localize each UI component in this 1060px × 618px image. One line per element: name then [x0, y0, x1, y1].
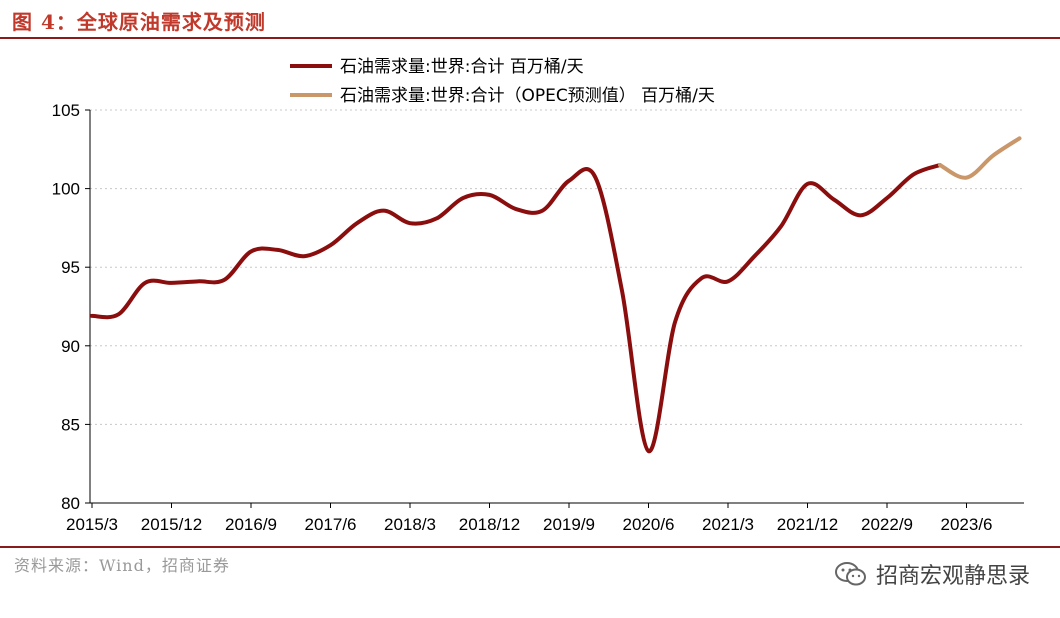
x-tick-label: 2017/6	[305, 515, 357, 534]
x-tick-label: 2020/6	[623, 515, 675, 534]
series-line-forecast	[938, 136, 1022, 180]
figure-title: 图 4：全球原油需求及预测	[12, 10, 266, 34]
source-note: 资料来源：Wind，招商证券	[14, 556, 230, 575]
x-tick-label: 2022/9	[861, 515, 913, 534]
gridlines	[90, 109, 1024, 425]
series-line-actual	[90, 163, 942, 454]
x-tick-label: 2015/12	[141, 515, 202, 534]
x-tick-label: 2015/3	[66, 515, 118, 534]
wechat-icon	[834, 562, 866, 586]
y-tick-label: 90	[61, 337, 80, 356]
y-tick-labels: 80 85 90 95 100 105	[52, 101, 80, 513]
x-tick-label: 2018/3	[384, 515, 436, 534]
x-tick-label: 2021/3	[702, 515, 754, 534]
axes	[85, 109, 1024, 508]
bottom-rule	[0, 546, 1060, 548]
legend: 石油需求量:世界:合计 百万桶/天 石油需求量:世界:合计（OPEC预测值） 百…	[290, 57, 715, 106]
watermark: 招商宏观静思录	[834, 558, 1030, 590]
x-tick-label: 2016/9	[225, 515, 277, 534]
legend-label-actual: 石油需求量:世界:合计 百万桶/天	[340, 57, 584, 77]
x-tick-label: 2018/12	[459, 515, 520, 534]
top-rule	[0, 37, 1060, 39]
y-tick-label: 100	[52, 180, 80, 199]
watermark-text: 招商宏观静思录	[875, 564, 1030, 589]
series-lines	[90, 136, 1022, 454]
y-tick-label: 80	[61, 494, 80, 513]
x-tick-labels: 2015/3 2015/12 2016/9 2017/6 2018/3 2018/12 20…	[66, 515, 993, 534]
x-tick-label: 2023/6	[941, 515, 993, 534]
x-tick-label: 2021/12	[777, 515, 838, 534]
y-tick-label: 85	[61, 415, 80, 434]
x-tick-label: 2019/9	[543, 515, 595, 534]
y-tick-label: 105	[52, 101, 80, 120]
y-tick-label: 95	[61, 258, 80, 277]
legend-label-forecast: 石油需求量:世界:合计（OPEC预测值） 百万桶/天	[340, 86, 715, 106]
